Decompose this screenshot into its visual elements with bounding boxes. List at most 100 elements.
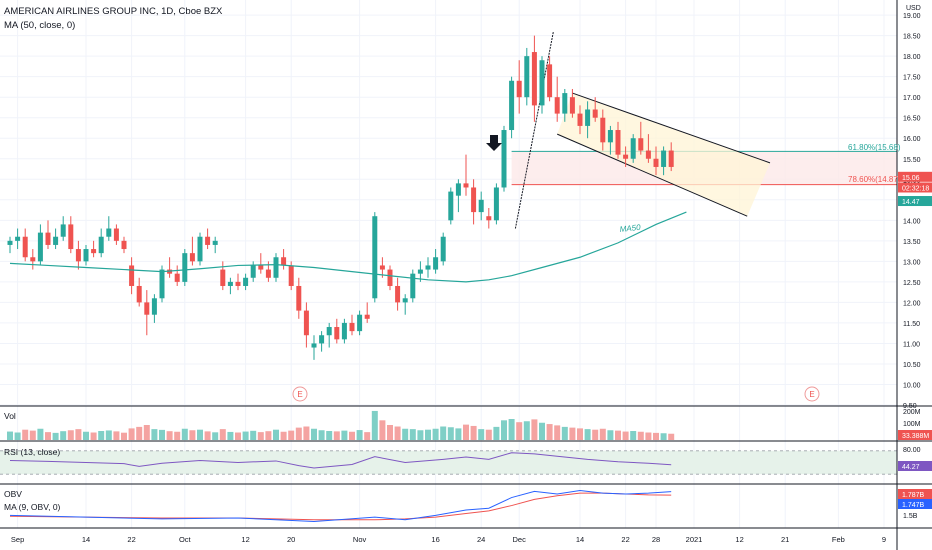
candle-body [410,273,416,299]
chart-title: AMERICAN AIRLINES GROUP INC, 1D, Cboe BZ… [4,6,223,17]
volume-bar [432,428,439,440]
volume-bar [311,428,317,440]
obv-badge: 1.787B [898,489,932,499]
candle-body [364,314,370,319]
volume-bar [607,430,614,440]
candle-body [182,253,188,282]
down-arrow-icon [486,135,502,151]
volume-bar [615,430,621,440]
candle-body [265,269,271,278]
price-tick-label: 17.50 [903,75,921,82]
volume-bar [622,431,629,440]
candle-body [440,236,446,262]
volume-bar [356,430,363,440]
candle-body [98,236,104,254]
candle-body [668,150,674,167]
volume-bar [273,429,279,440]
time-tick-label: 14 [576,535,584,544]
candle-body [37,232,43,262]
time-tick-label: 12 [735,535,743,544]
candle-body [433,257,439,270]
volume-bar [539,422,545,440]
price-badge-text: 15.06 [902,175,920,182]
volume-bar [379,420,386,440]
price-tick-label: 13.00 [903,259,921,266]
time-tick-label: 22 [621,535,629,544]
candle-body [623,154,629,159]
candle-body [220,269,226,286]
volume-bar [219,429,226,440]
volume-bar [440,426,447,440]
obv-series [9,489,672,523]
volume-bar [60,431,67,440]
volume-bar [121,432,127,440]
volume-bar [90,432,97,440]
volume-bar [227,431,234,440]
candle-body [235,281,241,286]
volume-label: Vol [4,411,16,421]
obv-ma-badge: 1.747B [898,499,932,509]
candle-body [463,183,469,188]
candle-body [326,327,332,336]
time-tick-label: 14 [82,535,90,544]
volume-bar [387,425,393,440]
ma50-tag: MA50 [619,223,641,234]
candle-body [577,113,583,126]
volume-bar [280,431,287,440]
candle-body [630,138,636,159]
earnings-marker[interactable]: E [804,386,820,402]
candle-body [531,52,537,106]
candle-body [53,236,59,245]
candle-body [501,130,507,188]
fib-786-label: 78.60%(14.87) [848,175,901,184]
ma-indicator-label[interactable]: MA (50, close, 0) [4,20,75,31]
volume-bar [128,428,135,440]
earnings-marker[interactable]: E [292,386,308,402]
volume-bar [67,430,74,440]
volume-bar [417,430,424,440]
candle-body [273,257,279,278]
volume-bar [75,429,82,440]
ma50-line [9,211,687,283]
volume-bar [463,424,469,440]
volume-bar [83,431,89,440]
svg-text:E: E [297,390,302,399]
vol-tick: 200M [903,409,921,416]
volume-bar [29,430,36,440]
price-tick-label: 10.00 [903,382,921,389]
candle-body [197,236,203,262]
candle-body [22,236,28,258]
svg-text:44.27: 44.27 [902,464,920,471]
volume-bar [326,431,333,440]
candle-body [136,285,142,303]
candle-body [417,269,423,274]
volume-bar [250,430,257,440]
price-tick-label: 16.00 [903,136,921,143]
volume-bar [288,430,295,440]
candle-body [174,273,180,282]
volume-bar [402,428,409,440]
rsi-badge: 44.27 [898,461,932,471]
candle-body [205,236,211,245]
svg-text:33.388M: 33.388M [902,433,929,440]
candle-body [319,335,325,344]
volume-bar [584,429,591,440]
candlestick-series [7,35,674,360]
price-tick-label: 13.50 [903,239,921,246]
candle-body [341,322,347,340]
candle-body [349,322,355,332]
volume-bar [485,429,492,440]
vol-tick: 100M [903,421,921,428]
volume-bar [204,431,211,440]
volume-bar [14,432,21,440]
candle-body [493,187,499,221]
time-tick-label: 12 [241,535,249,544]
volume-bar [22,429,29,440]
volume-bar [189,430,196,440]
volume-bar [531,419,538,440]
volume-bar [501,420,507,440]
candle-body [288,265,294,286]
volume-bar [364,432,371,440]
volume-bar [523,421,530,440]
